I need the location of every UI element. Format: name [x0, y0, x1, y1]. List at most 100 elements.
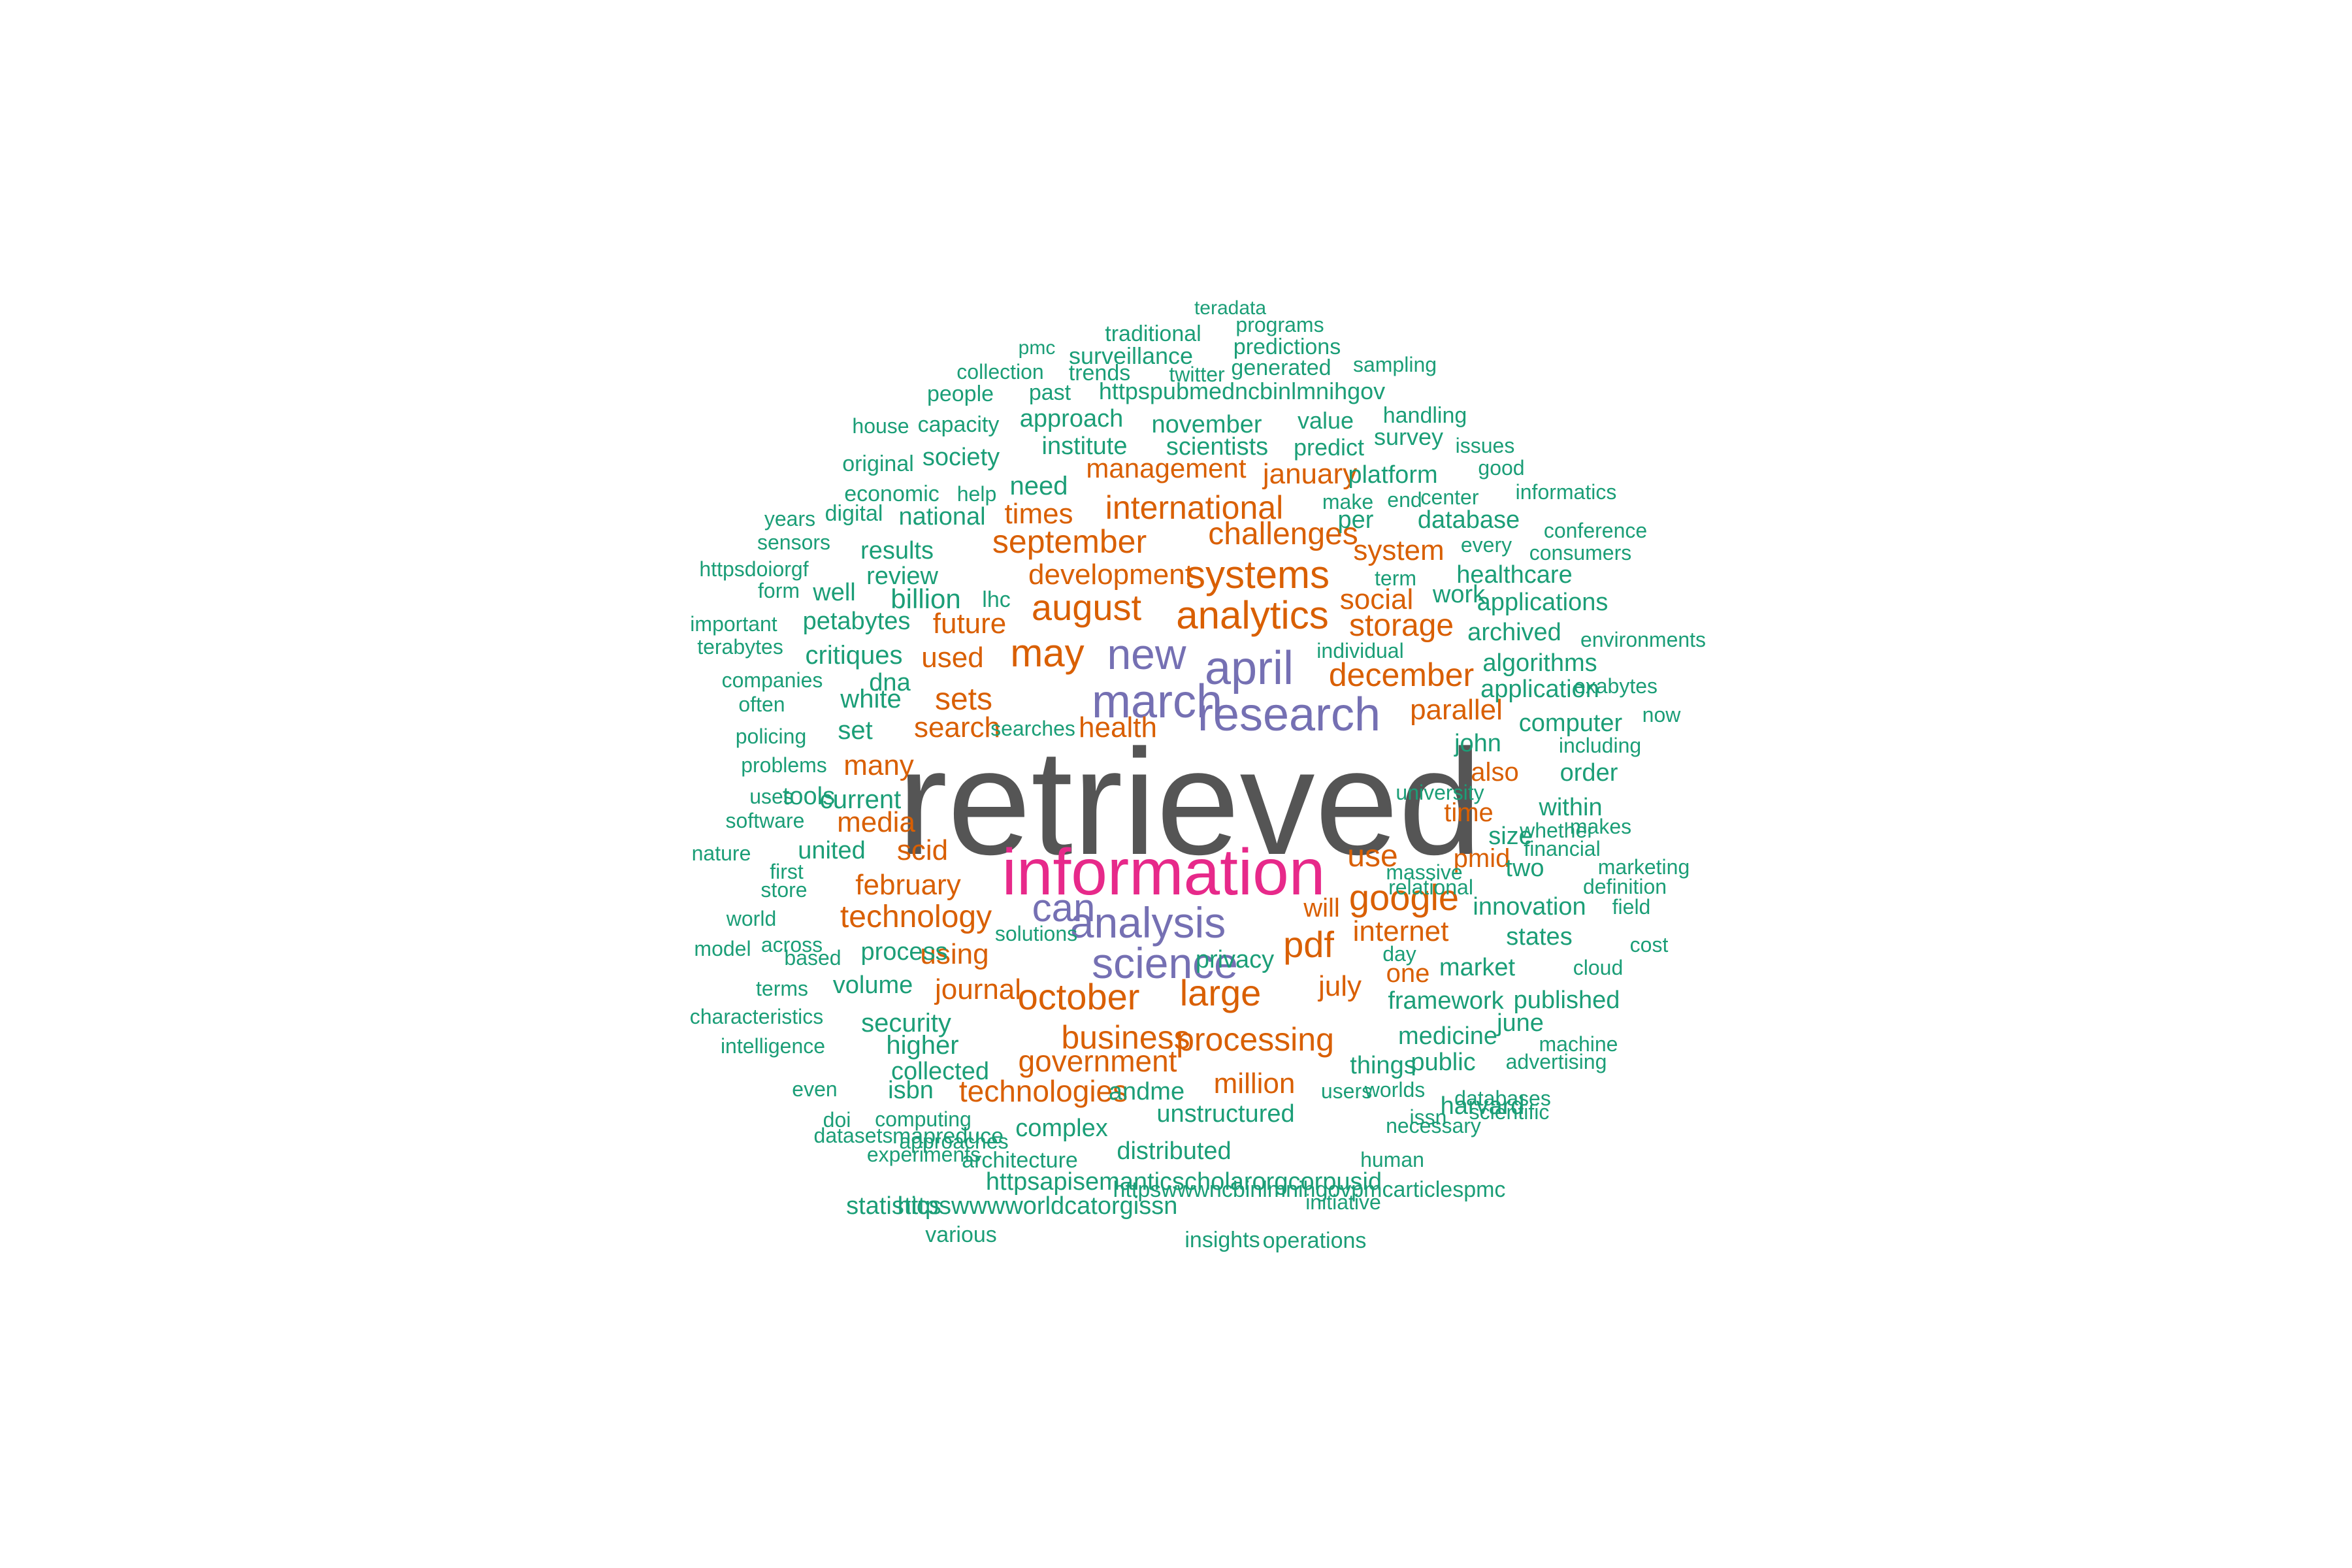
- cloud-word: order: [1560, 759, 1618, 787]
- cloud-word: often: [738, 693, 785, 716]
- cloud-word: may: [1010, 631, 1085, 675]
- cloud-word: collected: [891, 1058, 989, 1085]
- cloud-word: various: [925, 1222, 997, 1247]
- cloud-word: march: [1091, 676, 1223, 728]
- cloud-word: relational: [1388, 875, 1473, 899]
- cloud-word: doi: [823, 1108, 851, 1132]
- cloud-word: uses: [749, 785, 794, 808]
- cloud-word: published: [1513, 987, 1620, 1014]
- cloud-word: john: [1454, 730, 1501, 757]
- cloud-word: development: [1028, 559, 1193, 591]
- cloud-word: survey: [1373, 423, 1444, 450]
- cloud-word: definition: [1582, 875, 1667, 898]
- cloud-word: need: [1009, 472, 1068, 500]
- cloud-word: harvard: [1440, 1092, 1525, 1120]
- cloud-word: mapreduce: [892, 1124, 1004, 1149]
- cloud-word: journal: [934, 973, 1022, 1005]
- cloud-word: systems: [1185, 553, 1330, 596]
- cloud-word: research: [1197, 689, 1381, 741]
- cloud-word: conference: [1543, 519, 1648, 542]
- cloud-word: environments: [1580, 628, 1707, 651]
- cloud-word: social: [1339, 583, 1414, 615]
- cloud-word: including: [1558, 734, 1642, 757]
- cloud-word: billion: [890, 583, 961, 614]
- cloud-word: cost: [1629, 933, 1669, 956]
- cloud-word: advertising: [1505, 1050, 1607, 1073]
- cloud-word: sampling: [1352, 353, 1437, 376]
- cloud-word: predict: [1293, 434, 1365, 461]
- cloud-word: massive: [1386, 860, 1463, 884]
- cloud-word: makes: [1569, 815, 1632, 838]
- cloud-word: process: [860, 938, 948, 966]
- cloud-word: individual: [1316, 639, 1404, 662]
- cloud-word: original: [842, 451, 914, 476]
- cloud-word: informatics: [1515, 480, 1617, 504]
- cloud-word: retrieved: [897, 718, 1482, 886]
- cloud-word: time: [1444, 798, 1494, 827]
- cloud-word: technology: [840, 900, 992, 934]
- cloud-word: unstructured: [1156, 1100, 1295, 1128]
- cloud-word: challenges: [1208, 517, 1358, 551]
- cloud-word: processing: [1176, 1021, 1334, 1058]
- cloud-word: consumers: [1529, 541, 1632, 564]
- cloud-word: first: [770, 860, 804, 883]
- cloud-word: economic: [844, 482, 939, 506]
- cloud-word: october: [1017, 976, 1140, 1017]
- cloud-word: computer: [1518, 710, 1623, 737]
- cloud-word: characteristics: [689, 1005, 824, 1028]
- cloud-word: important: [690, 612, 777, 636]
- cloud-word: lhc: [982, 587, 1011, 612]
- cloud-word: handling: [1382, 403, 1467, 428]
- cloud-word: whether: [1520, 819, 1594, 842]
- cloud-word: april: [1204, 642, 1294, 694]
- cloud-word: predictions: [1233, 335, 1341, 359]
- cloud-word: help: [956, 482, 997, 506]
- cloud-word: will: [1303, 894, 1340, 923]
- cloud-word: government: [1018, 1044, 1177, 1078]
- cloud-word: public: [1411, 1049, 1476, 1076]
- cloud-word: approaches: [899, 1130, 1009, 1153]
- cloud-word: tools: [782, 783, 836, 810]
- cloud-word: united: [798, 837, 866, 864]
- cloud-word: experiments: [866, 1143, 981, 1166]
- cloud-word: platform: [1348, 461, 1438, 489]
- cloud-word: search: [913, 711, 1001, 743]
- cloud-word: problems: [741, 753, 827, 777]
- cloud-word: searches: [990, 717, 1075, 740]
- cloud-word: volume: [832, 972, 913, 999]
- cloud-word: pdf: [1283, 924, 1334, 965]
- cloud-word: white: [840, 685, 902, 713]
- cloud-word: distributed: [1117, 1137, 1232, 1165]
- cloud-word: national: [898, 503, 986, 531]
- cloud-word: human: [1360, 1148, 1424, 1171]
- cloud-word: healthcare: [1456, 561, 1573, 589]
- cloud-word: dna: [869, 669, 911, 696]
- cloud-word: httpswwwworldcatorgissn: [897, 1192, 1178, 1220]
- cloud-word: policing: [735, 725, 807, 748]
- cloud-word: august: [1031, 587, 1142, 628]
- cloud-word: andme: [1108, 1078, 1185, 1105]
- cloud-word: database: [1417, 506, 1520, 534]
- cloud-word: analysis: [1070, 898, 1226, 947]
- cloud-word: form: [758, 579, 800, 602]
- cloud-word: july: [1318, 970, 1362, 1002]
- cloud-word: terms: [756, 977, 808, 1000]
- cloud-word: datasets: [813, 1124, 893, 1147]
- cloud-word: exabytes: [1573, 674, 1658, 698]
- cloud-word: initiative: [1305, 1190, 1381, 1214]
- cloud-word: scientific: [1469, 1100, 1550, 1124]
- cloud-word: value: [1297, 407, 1354, 434]
- cloud-word: work: [1432, 581, 1486, 608]
- cloud-word: times: [1004, 498, 1073, 530]
- cloud-word: house: [852, 414, 909, 438]
- cloud-word: scientists: [1166, 433, 1269, 461]
- cloud-word: million: [1213, 1068, 1296, 1100]
- cloud-word: september: [992, 523, 1147, 560]
- cloud-word: worlds: [1364, 1078, 1426, 1102]
- cloud-word: statistics: [846, 1192, 941, 1220]
- cloud-word: medicine: [1397, 1022, 1498, 1050]
- cloud-word: per: [1337, 506, 1374, 534]
- cloud-word: security: [861, 1009, 951, 1037]
- cloud-word: can: [1032, 886, 1096, 930]
